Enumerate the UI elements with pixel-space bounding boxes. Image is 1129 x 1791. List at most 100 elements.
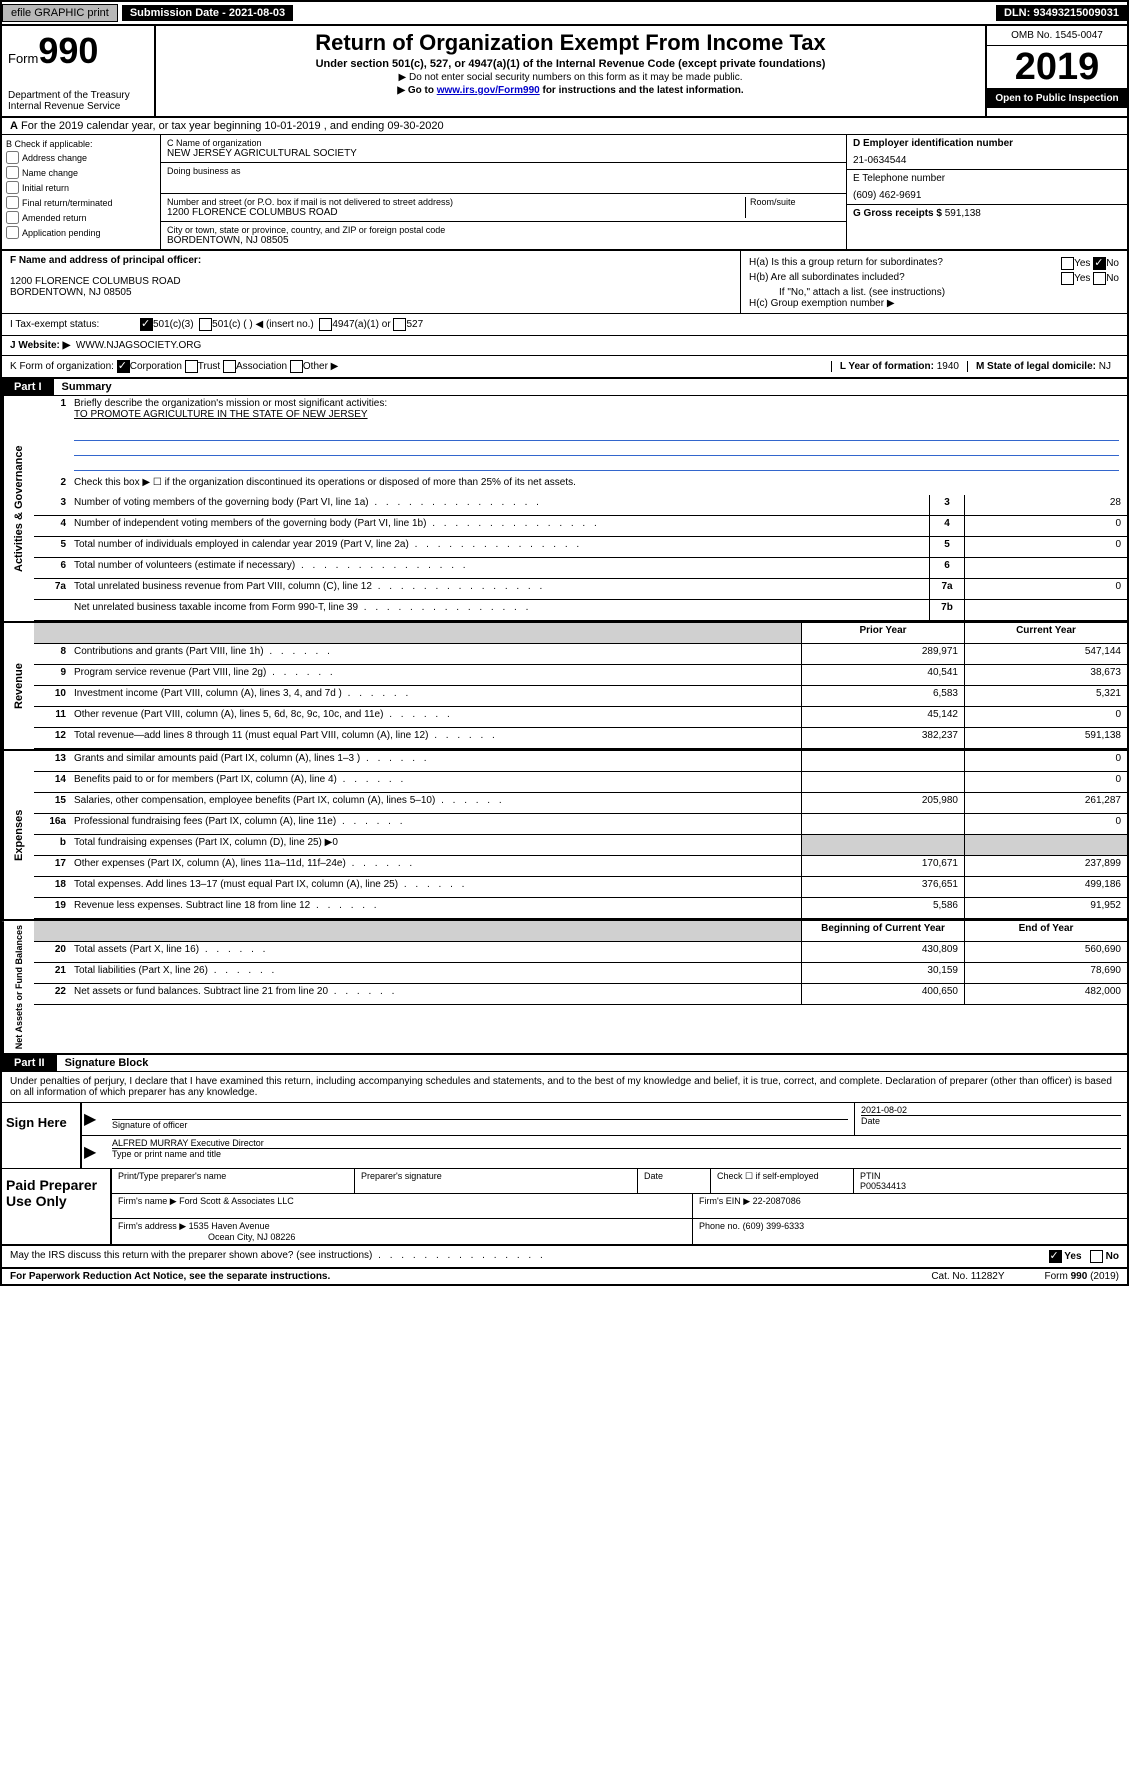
4947-checkbox[interactable] [319,318,332,331]
mission-line [74,441,1119,456]
current-value: 591,138 [964,728,1127,748]
prior-value: 400,650 [801,984,964,1004]
prior-value: 6,583 [801,686,964,706]
row-label: Investment income (Part VIII, column (A)… [70,686,801,706]
row-col-num: 7a [929,579,964,599]
paid-preparer-label: Paid Preparer Use Only [2,1169,110,1244]
current-value: 237,899 [964,856,1127,876]
current-value: 5,321 [964,686,1127,706]
officer-addr1: 1200 FLORENCE COLUMBUS ROAD [10,276,732,287]
mission-label: Briefly describe the organization's miss… [74,398,387,409]
gross-receipts: 591,138 [945,208,981,219]
row-label: Number of independent voting members of … [70,516,929,536]
other-checkbox[interactable] [290,360,303,373]
open-to-public: Open to Public Inspection [987,89,1127,108]
row-label: Grants and similar amounts paid (Part IX… [70,751,801,771]
website: WWW.NJAGSOCIETY.ORG [76,340,201,351]
row-col-num: 7b [929,600,964,620]
ha-yes-checkbox[interactable] [1061,257,1074,270]
row-label: Net assets or fund balances. Subtract li… [70,984,801,1004]
table-row: 20 Total assets (Part X, line 16) 430,80… [34,942,1127,963]
firm-addr1: 1535 Haven Avenue [189,1221,270,1231]
city-label: City or town, state or province, country… [167,225,840,235]
row-label: Total liabilities (Part X, line 26) [70,963,801,983]
501c-checkbox[interactable] [199,318,212,331]
prior-value [801,751,964,771]
table-row: 3 Number of voting members of the govern… [34,495,1127,516]
row-label: Benefits paid to or for members (Part IX… [70,772,801,792]
row-col-num: 3 [929,495,964,515]
table-row: 4 Number of independent voting members o… [34,516,1127,537]
part1-label: Part I [2,379,54,395]
current-value: 0 [964,751,1127,771]
firm-phone: (609) 399-6333 [743,1221,805,1231]
row-label: Total fundraising expenses (Part IX, col… [70,835,801,855]
corporation-checkbox[interactable] [117,360,130,373]
table-row: 11 Other revenue (Part VIII, column (A),… [34,707,1127,728]
row-label: Total number of individuals employed in … [70,537,929,557]
discuss-yes-checkbox[interactable] [1049,1250,1062,1263]
cat-no: Cat. No. 11282Y [931,1271,1004,1282]
table-row: Net unrelated business taxable income fr… [34,600,1127,621]
address-change-checkbox[interactable] [6,151,19,164]
row-label: Program service revenue (Part VIII, line… [70,665,801,685]
discuss-no-checkbox[interactable] [1090,1250,1103,1263]
table-row: 10 Investment income (Part VIII, column … [34,686,1127,707]
submission-date: Submission Date - 2021-08-03 [122,5,293,21]
501c3-checkbox[interactable] [140,318,153,331]
city-state-zip: BORDENTOWN, NJ 08505 [167,235,840,246]
row-value [964,600,1127,620]
table-row: 16a Professional fundraising fees (Part … [34,814,1127,835]
row-value [964,558,1127,578]
ha-label: H(a) Is this a group return for subordin… [749,257,943,270]
irs-link[interactable]: www.irs.gov/Form990 [437,85,540,96]
row-col-num: 5 [929,537,964,557]
gov-section-label: Activities & Governance [2,396,34,621]
prior-value [801,814,964,834]
org-name-label: C Name of organization [167,138,840,148]
firm-name: Ford Scott & Associates LLC [179,1196,294,1206]
ha-no-checkbox[interactable] [1093,257,1106,270]
hb-no-checkbox[interactable] [1093,272,1106,285]
trust-checkbox[interactable] [185,360,198,373]
amended-return-checkbox[interactable] [6,211,19,224]
top-bar: efile GRAPHIC print Submission Date - 20… [2,2,1127,26]
row-label: Total number of volunteers (estimate if … [70,558,929,578]
current-value: 560,690 [964,942,1127,962]
final-return-checkbox[interactable] [6,196,19,209]
state-domicile: NJ [1099,361,1111,372]
prior-year-header: Prior Year [801,623,964,643]
association-checkbox[interactable] [223,360,236,373]
hb-yes-checkbox[interactable] [1061,272,1074,285]
efile-button[interactable]: efile GRAPHIC print [2,4,118,22]
table-row: 6 Total number of volunteers (estimate i… [34,558,1127,579]
application-pending-checkbox[interactable] [6,226,19,239]
row-value: 0 [964,537,1127,557]
end-year-header: End of Year [964,921,1127,941]
name-change-checkbox[interactable] [6,166,19,179]
year-formation: 1940 [937,361,959,372]
dept-treasury: Department of the Treasury [8,90,148,101]
phone-label: E Telephone number [853,173,1121,184]
table-row: 13 Grants and similar amounts paid (Part… [34,751,1127,772]
exp-section-label: Expenses [2,751,34,919]
discuss-text: May the IRS discuss this return with the… [10,1250,546,1263]
addr-label: Number and street (or P.O. box if mail i… [167,197,745,207]
tax-status-label: I Tax-exempt status: [10,319,140,330]
527-checkbox[interactable] [393,318,406,331]
org-name: NEW JERSEY AGRICULTURAL SOCIETY [167,148,840,159]
sign-here-label: Sign Here [2,1103,80,1168]
hb-label: H(b) Are all subordinates included? [749,272,905,285]
table-row: 7a Total unrelated business revenue from… [34,579,1127,600]
table-row: 19 Revenue less expenses. Subtract line … [34,898,1127,919]
form-subtitle: Under section 501(c), 527, or 4947(a)(1)… [160,58,981,70]
prior-value: 376,651 [801,877,964,897]
omb-number: OMB No. 1545-0047 [987,26,1127,46]
prior-value: 382,237 [801,728,964,748]
mission-text: TO PROMOTE AGRICULTURE IN THE STATE OF N… [74,409,368,420]
arrow-icon: ▶ [82,1136,106,1168]
table-row: 9 Program service revenue (Part VIII, li… [34,665,1127,686]
ein: 21-0634544 [853,155,1121,166]
initial-return-checkbox[interactable] [6,181,19,194]
hc-label: H(c) Group exemption number ▶ [749,298,1119,309]
